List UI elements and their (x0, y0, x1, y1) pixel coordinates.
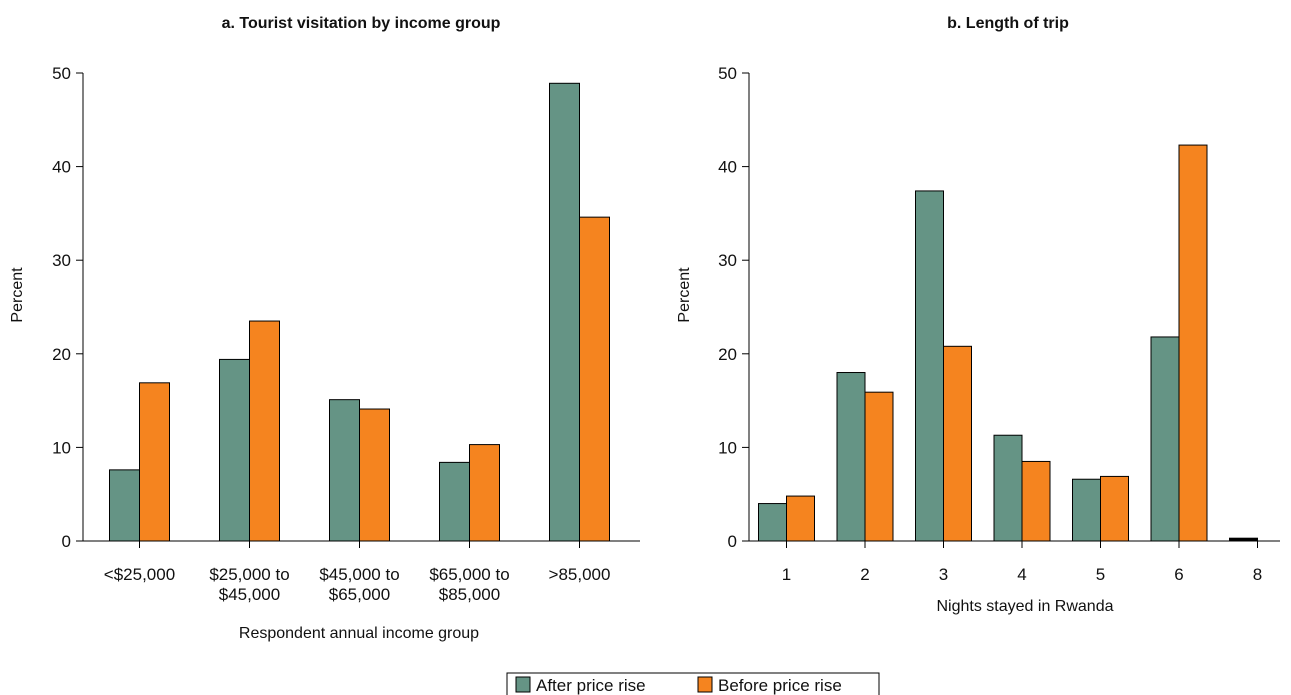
legend: After price rise Before price rise (506, 672, 880, 695)
panel-a-x-tick-label: >85,000 (549, 565, 611, 584)
legend-swatch-before (697, 676, 713, 693)
panel-b-bar-before-3 (943, 345, 972, 542)
panel-a-bar-before-3 (359, 408, 390, 542)
panel-a-bar-after-3 (329, 399, 360, 542)
panel-a-title: a. Tourist visitation by income group (222, 15, 501, 32)
panel-b-y-axis-label: Percent (676, 267, 693, 323)
panel-b-bar-after-5 (1072, 478, 1101, 542)
panel-a-bar-before-1 (139, 382, 170, 542)
panel-a-x-tick-label: $25,000 to (209, 565, 289, 584)
panel-a-bar-before-2 (249, 320, 280, 542)
panel-b-bar-after-2 (836, 372, 866, 542)
panel-a-bar-after-4 (439, 461, 470, 542)
panel-b-bar-before-1 (786, 495, 815, 542)
panel-b-y-tick-label: 10 (718, 438, 737, 457)
panel-b-bar-after-4 (993, 434, 1023, 542)
panel-b-bar-before-6 (1178, 144, 1208, 542)
panel-b-x-tick-label: 2 (860, 565, 869, 584)
panel-b-y-tick-label: 0 (728, 532, 737, 551)
panel-a-x-tick-label: <$25,000 (104, 565, 175, 584)
panel-b-x-axis-label: Nights stayed in Rwanda (937, 598, 1114, 615)
panel-b-title: b. Length of trip (947, 15, 1069, 32)
panel-b-length-of-trip: b. Length of trip Percent Nights stayed … (676, 15, 1280, 615)
legend-label-before: Before price rise (718, 676, 842, 695)
panel-b-bar-after-3 (915, 190, 944, 542)
panel-b-bar-before-5 (1100, 475, 1129, 542)
panel-b-bar-before-4 (1021, 460, 1051, 542)
legend-label-after: After price rise (536, 676, 646, 695)
legend-swatch-after (515, 676, 531, 693)
panel-b-x-tick-label: 6 (1174, 565, 1183, 584)
panel-a-x-tick-label: $45,000 to (319, 565, 399, 584)
panel-b-y-tick-label: 30 (718, 251, 737, 270)
panel-a-y-tick-label: 40 (52, 158, 71, 177)
panel-a-bar-after-1 (109, 469, 140, 542)
panel-a-bar-before-4 (469, 444, 500, 542)
panel-b-x-tick-label: 5 (1096, 565, 1105, 584)
panel-a-y-tick-label: 20 (52, 345, 71, 364)
panel-a-bar-before-5 (579, 216, 610, 542)
panel-a-y-tick-label: 50 (52, 64, 71, 83)
panel-a-bar-after-2 (219, 358, 250, 542)
legend-frame (506, 672, 880, 695)
panel-b-bar-after-6 (1150, 336, 1180, 542)
panel-a-x-tick-label: $85,000 (439, 585, 500, 604)
panel-a-x-axis-label: Respondent annual income group (239, 625, 479, 642)
panel-a-y-axis-label: Percent (9, 267, 26, 323)
panel-b-y-tick-label: 50 (718, 64, 737, 83)
panel-a-y-tick-label: 0 (62, 532, 71, 551)
panel-a-bar-after-5 (549, 82, 580, 542)
panel-b-x-tick-label: 4 (1017, 565, 1026, 584)
panel-a-x-tick-label: $65,000 to (429, 565, 509, 584)
panel-b-bar-before-2 (864, 391, 894, 542)
panel-a-x-tick-label: $65,000 (329, 585, 390, 604)
panel-a-y-tick-label: 10 (52, 438, 71, 457)
panel-b-x-tick-label: 8 (1253, 565, 1262, 584)
panel-b-x-tick-label: 1 (782, 565, 791, 584)
panel-a-x-tick-label: $45,000 (219, 585, 280, 604)
panel-b-x-tick-label: 3 (939, 565, 948, 584)
panel-b-bar-after-7 (1229, 537, 1258, 542)
panel-b-y-tick-label: 40 (718, 158, 737, 177)
panel-b-bar-after-1 (758, 503, 787, 542)
panel-b-y-tick-label: 20 (718, 345, 737, 364)
panel-a-income-group: a. Tourist visitation by income group Pe… (9, 15, 640, 642)
panel-a-y-tick-label: 30 (52, 251, 71, 270)
